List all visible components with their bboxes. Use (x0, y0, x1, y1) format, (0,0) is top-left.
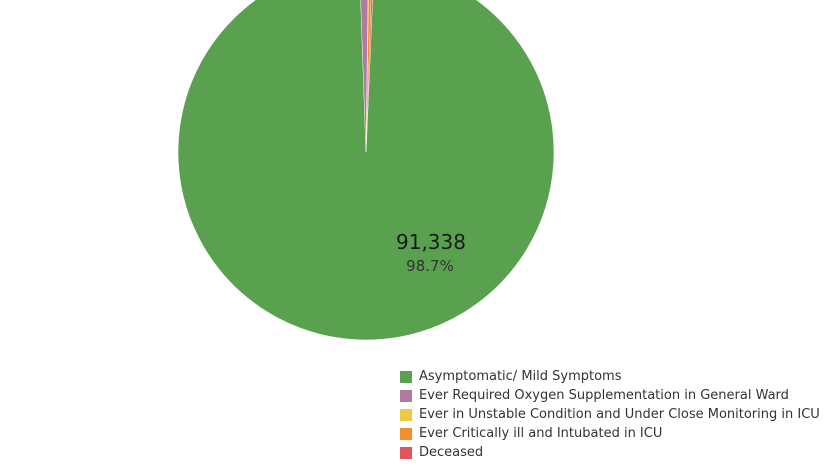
slice-value-label: 91,338 (396, 230, 466, 254)
pie-slice-deceased[interactable] (365, 0, 374, 153)
legend-swatch (400, 446, 412, 459)
legend-swatch (400, 427, 412, 440)
legend-item[interactable]: Ever in Unstable Condition and Under Clo… (400, 405, 820, 424)
slice-percent-label: 98.7% (406, 257, 454, 275)
pie-slice-ever-required-oxygen-supplementation-in-general-ward[interactable] (359, 0, 369, 153)
legend-label: Ever in Unstable Condition and Under Clo… (419, 407, 820, 422)
legend-item[interactable]: Asymptomatic/ Mild Symptoms (400, 367, 820, 386)
legend-swatch (400, 408, 412, 421)
legend-label: Asymptomatic/ Mild Symptoms (419, 369, 622, 384)
pie-slices (177, 0, 555, 341)
legend-item[interactable]: Ever Required Oxygen Supplementation in … (400, 386, 820, 405)
legend-label: Deceased (419, 445, 484, 460)
legend-label: Ever Required Oxygen Supplementation in … (419, 388, 789, 403)
legend-item[interactable]: Deceased (400, 443, 820, 462)
legend-label: Ever Critically ill and Intubated in ICU (419, 426, 663, 441)
pie-slice-asymptomatic-mild-symptoms[interactable] (177, 0, 555, 341)
legend-swatch (400, 370, 412, 383)
legend: Asymptomatic/ Mild Symptoms Ever Required… (400, 367, 820, 462)
legend-item[interactable]: Ever Critically ill and Intubated in ICU (400, 424, 820, 443)
legend-swatch (400, 389, 412, 402)
